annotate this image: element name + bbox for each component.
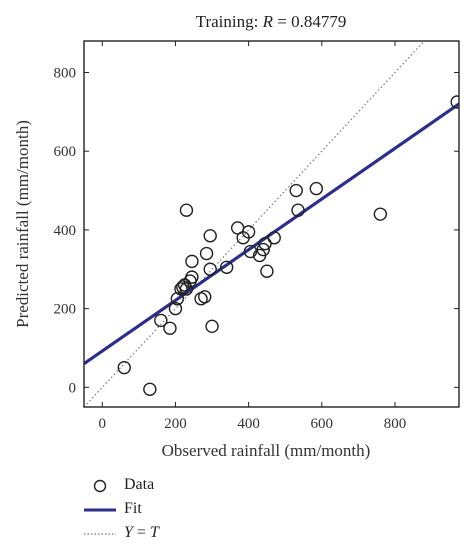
y-tick-label: 600 [54,144,77,160]
data-point [179,203,194,217]
x-axis: 0 200 400 600 800 [99,41,407,432]
x-tick-label: 400 [237,416,260,432]
legend: Data Fit Y = T [84,474,284,546]
legend-label-y-equals-t: Y = T [124,524,159,541]
y-tick-label: 200 [54,302,77,318]
y-axis-label: Predicted rainfall (mm/month) [13,120,32,328]
data-point [199,246,214,261]
data-point [198,290,212,304]
data-point [203,229,217,243]
legend-item-y-equals-t: Y = T [84,522,284,546]
data-point [291,203,305,217]
data-point [185,254,199,269]
data-point [289,183,303,198]
data-point [450,95,459,109]
data-point [154,313,168,328]
data-point [179,282,194,296]
data-point [241,225,256,239]
data-point [260,264,274,278]
chart: Training: R = 0.84779 0 200 400 600 800 0 200… [13,12,460,460]
x-tick-label: 0 [99,416,107,432]
open-circle-marker-icon [93,479,107,493]
data-point [219,260,234,274]
data-point [174,282,188,296]
x-tick-label: 800 [384,416,407,432]
legend-label-fit: Fit [124,500,142,517]
y-tick-label: 0 [69,380,77,396]
data-point [256,242,270,257]
data-point [373,207,388,221]
y-tick-label: 800 [54,65,77,81]
fit-line [84,102,459,366]
chart-title: Training: R = 0.84779 [196,12,347,31]
legend-item-fit: Fit [84,498,284,522]
data-point [143,382,157,396]
plot-area [84,41,459,407]
fit-line-icon [84,508,116,512]
dotted-line-icon [84,533,116,535]
data-point [117,360,131,375]
x-tick-label: 600 [311,416,334,432]
y-equals-t-line [84,41,426,407]
data-point [168,301,183,316]
plot-frame [83,40,460,408]
data-point [243,244,258,259]
data-point [205,319,219,334]
data-point [203,262,217,276]
data-point [309,181,324,196]
x-axis-label: Observed rainfall (mm/month) [162,441,371,460]
y-axis: 0 200 400 600 800 [54,65,459,396]
legend-label-data: Data [124,476,155,493]
data-point [163,321,177,335]
data-point [267,231,281,245]
x-tick-label: 200 [164,416,187,432]
legend-item-data: Data [84,474,284,498]
y-tick-label: 400 [54,223,77,239]
data-point [185,270,199,284]
